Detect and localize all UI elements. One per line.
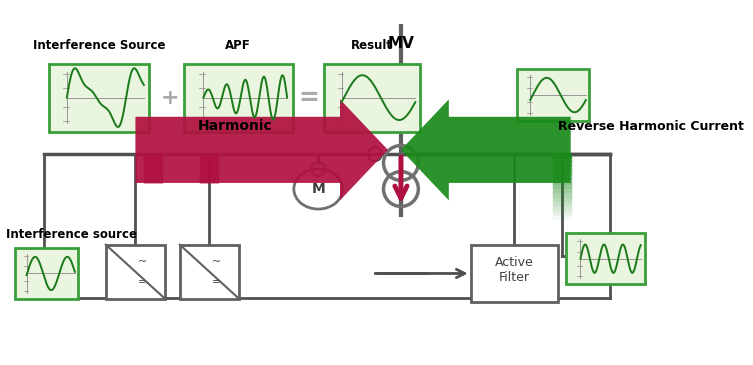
Text: +: + — [161, 88, 179, 108]
Text: Active
Filter: Active Filter — [495, 256, 533, 284]
FancyBboxPatch shape — [517, 69, 590, 121]
Ellipse shape — [294, 169, 343, 209]
Text: ~: ~ — [138, 257, 147, 267]
Text: =: = — [139, 277, 147, 288]
Text: M: M — [311, 182, 325, 196]
FancyBboxPatch shape — [184, 64, 293, 131]
Text: APF: APF — [225, 39, 251, 52]
Text: MV: MV — [388, 36, 414, 51]
FancyBboxPatch shape — [15, 248, 78, 299]
FancyBboxPatch shape — [49, 64, 149, 131]
FancyBboxPatch shape — [471, 245, 558, 302]
Text: Reverse Harmonic Current: Reverse Harmonic Current — [558, 120, 743, 133]
Polygon shape — [136, 99, 388, 200]
FancyBboxPatch shape — [106, 245, 165, 299]
FancyBboxPatch shape — [566, 234, 645, 284]
Polygon shape — [401, 99, 571, 200]
Text: Harmonic: Harmonic — [198, 119, 273, 133]
Text: ~: ~ — [212, 257, 221, 267]
Text: =: = — [212, 277, 221, 288]
Text: =: = — [298, 86, 319, 110]
FancyBboxPatch shape — [325, 64, 420, 131]
FancyBboxPatch shape — [180, 245, 239, 299]
Text: Result: Result — [351, 39, 393, 52]
Text: Interference source: Interference source — [6, 228, 137, 241]
Text: Interference Source: Interference Source — [32, 39, 165, 52]
